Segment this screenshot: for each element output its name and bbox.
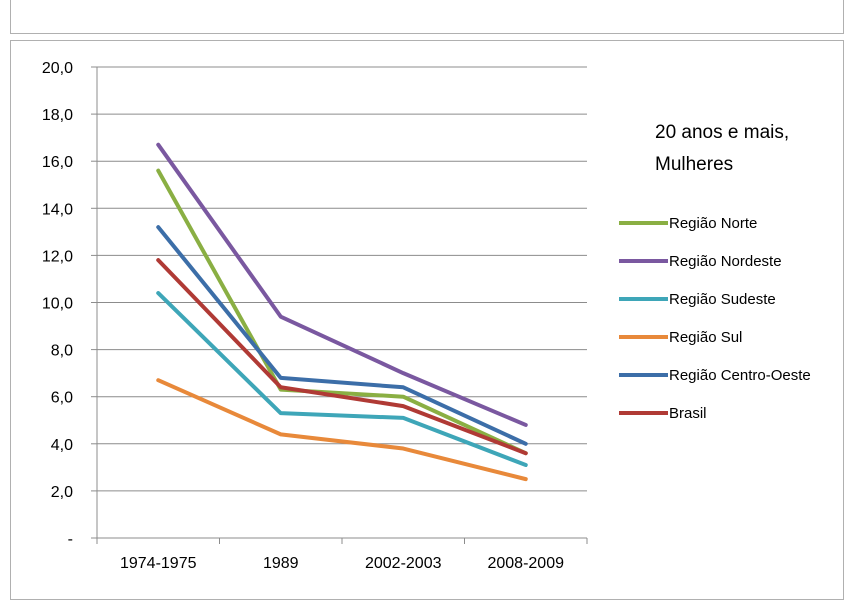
y-tick-label: 4,0 [51,437,73,454]
previous-x-tick-label: 2002-2003 [369,0,441,4]
y-tick-label: 16,0 [42,154,73,171]
legend: Região Norte Região Nordeste Região Sudest… [619,215,811,422]
gridlines [97,66,587,492]
previous-chart-frame [10,0,844,34]
legend-label: Região Sudeste [669,291,776,308]
axes [91,66,588,544]
series-line [156,378,528,482]
x-tick-label: 1974-1975 [120,555,197,572]
legend-label: Região Sul [669,329,742,346]
previous-chart-x-labels: 1974-1975 1989 2002-2003 2008-2009 [0,0,845,17]
chart-title: 20 anos e mais, Mulheres [655,122,789,175]
y-tick-label: - [68,531,73,548]
x-tick-label: 1989 [263,555,299,572]
y-tick-label: 8,0 [51,343,73,360]
y-tick-label: 2,0 [51,484,73,501]
x-tick-label: 2008-2009 [487,555,564,572]
series-line [156,291,528,467]
x-tick-label: 2002-2003 [365,555,442,572]
y-tick-label: 18,0 [42,107,73,124]
legend-label: Brasil [669,405,707,422]
tick-labels: - 2,0 4,0 6,0 8,0 10,0 12,0 14,0 16,0 18,0 20,0 197… [42,60,564,572]
legend-label: Região Norte [669,215,757,232]
chart-title-line: Mulheres [655,154,733,175]
series-line [156,142,528,427]
legend-label: Região Nordeste [669,253,782,270]
series-lines [156,142,528,482]
previous-x-tick-label: 2008-2009 [491,0,563,4]
previous-x-tick-label: 1989 [266,0,299,4]
previous-x-tick-label: 1974-1975 [116,0,188,4]
series-line [156,258,528,456]
y-tick-label: 10,0 [42,296,73,313]
y-tick-label: 6,0 [51,390,73,407]
chart-title-line: 20 anos e mais, [655,122,789,143]
y-tick-label: 12,0 [42,248,73,265]
y-tick-label: 14,0 [42,201,73,218]
legend-label: Região Centro-Oeste [669,367,811,384]
y-tick-label: 20,0 [42,60,73,77]
series-line [156,225,528,446]
series-line [156,168,528,456]
